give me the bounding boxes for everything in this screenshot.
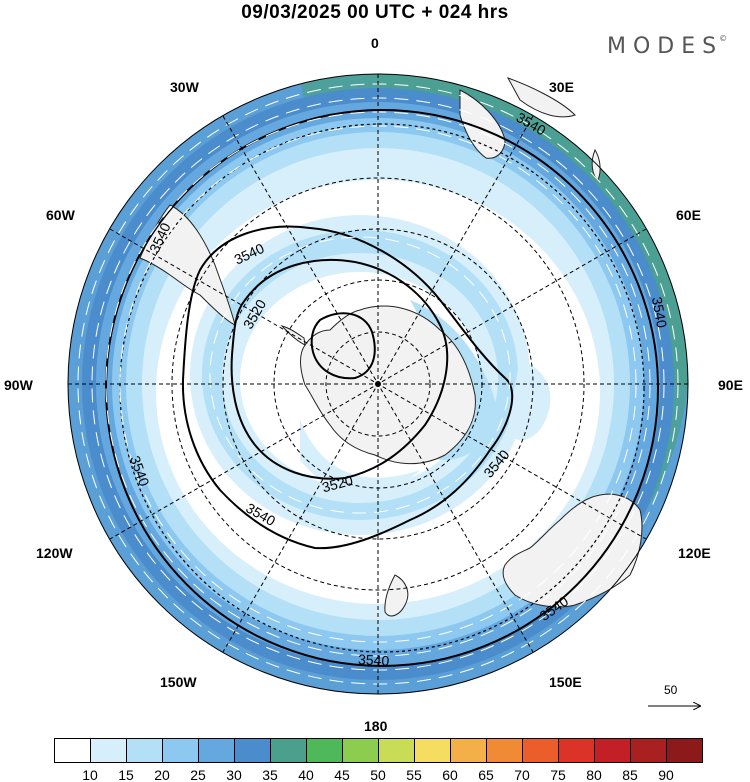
lon-label-90w: 90W xyxy=(4,377,34,393)
coastlines xyxy=(139,77,643,617)
colorbar-box xyxy=(198,738,235,763)
lon-label-60w: 60W xyxy=(46,207,76,223)
lon-label-0: 0 xyxy=(371,35,379,51)
colorbar-tick-label: 45 xyxy=(334,767,350,782)
contour-inner-low xyxy=(310,312,376,380)
longitude-labels: 0 180 90W 90E 30W 60W 30E 60E 120W 150W … xyxy=(4,35,743,734)
lon-label-90e: 90E xyxy=(718,377,743,393)
colorbar-tick-label: 20 xyxy=(154,767,170,782)
contour-inner-3520 xyxy=(230,258,449,480)
colorbar-box xyxy=(234,738,271,763)
brand-name: MODES xyxy=(607,34,724,59)
height-contours xyxy=(105,109,659,667)
colorbar-box xyxy=(162,738,199,763)
colorbar-box xyxy=(126,738,163,763)
contour-inner-3540 xyxy=(181,225,514,550)
lon-label-120e: 120E xyxy=(678,545,711,561)
contour-label: 3540 xyxy=(358,651,390,669)
lon-label-30e: 30E xyxy=(549,79,574,95)
colorbar-tick-label: 80 xyxy=(586,767,602,782)
colorbar-box xyxy=(450,738,487,763)
australia xyxy=(502,493,643,608)
colorbar-tick-label: 65 xyxy=(478,767,494,782)
lon-label-120w: 120W xyxy=(36,545,73,561)
map-title: 09/03/2025 00 UTC + 024 hrs xyxy=(241,2,509,23)
colorbar-tick-label: 25 xyxy=(190,767,206,782)
colorbar-tick-label: 85 xyxy=(622,767,638,782)
colorbar-tick-label: 30 xyxy=(226,767,242,782)
brand-logo: MODES© xyxy=(607,34,727,59)
colorbar-tick-label: 35 xyxy=(262,767,278,782)
polar-map: 3540 3540 3540 3540 3540 3540 3540 3520 … xyxy=(4,35,743,734)
colorbar-box xyxy=(270,738,307,763)
colorbar-box xyxy=(306,738,343,763)
contour-label: 3520 xyxy=(320,472,354,496)
colorbar-box xyxy=(414,738,451,763)
new-zealand xyxy=(384,574,409,617)
copyright-mark: © xyxy=(719,34,728,43)
colorbar-tick-label: 70 xyxy=(514,767,530,782)
colorbar-box xyxy=(558,738,595,763)
lon-label-150w: 150W xyxy=(160,674,197,690)
south-america xyxy=(139,204,236,326)
colorbar-box xyxy=(522,738,559,763)
colorbar-tick-label: 55 xyxy=(406,767,422,782)
africa xyxy=(459,89,506,159)
lon-label-30w: 30W xyxy=(170,79,200,95)
lon-label-60e: 60E xyxy=(676,207,701,223)
contour-outer-3540 xyxy=(105,109,659,667)
colorbar-tick-label: 40 xyxy=(298,767,314,782)
africa-north xyxy=(506,77,576,118)
colorbar-tick-label: 15 xyxy=(118,767,134,782)
colorbar-tick-label: 50 xyxy=(370,767,386,782)
lon-label-150e: 150E xyxy=(549,674,582,690)
reference-vector-label: 50 xyxy=(664,683,678,697)
colorbar-tick-label: 90 xyxy=(658,767,674,782)
colorbar: 10 15 20 25 30 35 40 45 50 55 60 65 70 75 80 85 90 xyxy=(54,738,703,782)
contour-label: 3540 xyxy=(649,296,670,330)
colorbar-box xyxy=(594,738,631,763)
colorbar-box xyxy=(486,738,523,763)
colorbar-box xyxy=(342,738,379,763)
colorbar-box xyxy=(630,738,667,763)
colorbar-tick-label: 75 xyxy=(550,767,566,782)
south-pole-marker xyxy=(375,381,381,387)
colorbar-tick-label: 60 xyxy=(442,767,458,782)
antarctica xyxy=(300,305,476,465)
map-boundary xyxy=(67,73,689,695)
colorbar-box xyxy=(54,738,91,763)
lon-label-180: 180 xyxy=(364,718,388,734)
colorbar-tick-label: 10 xyxy=(82,767,98,782)
colorbar-box xyxy=(90,738,127,763)
contour-outer-dashed xyxy=(119,123,645,653)
colorbar-box xyxy=(378,738,415,763)
colorbar-box xyxy=(666,738,703,763)
